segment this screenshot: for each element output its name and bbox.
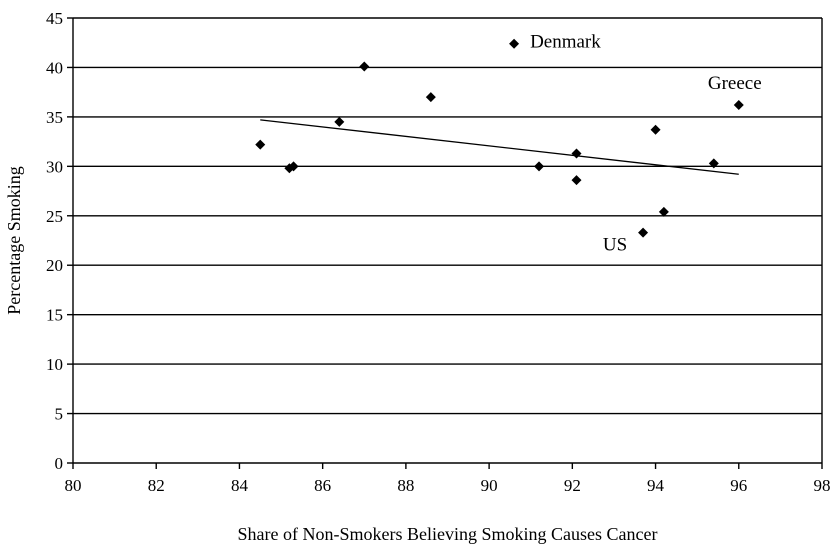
annotations: Denmark Greece US [530, 32, 762, 256]
x-tick-label: 88 [397, 476, 414, 495]
y-tick-label: 15 [46, 306, 63, 325]
data-point [359, 61, 370, 72]
y-tick-label: 5 [55, 405, 64, 424]
axes [67, 17, 823, 469]
y-axis-title: Percentage Smoking [4, 166, 24, 314]
x-tick-label: 84 [231, 476, 249, 495]
x-tick-label: 94 [647, 476, 665, 495]
y-tick-label: 35 [46, 108, 63, 127]
x-tick-label: 90 [481, 476, 498, 495]
data-point [255, 139, 266, 150]
annotation-label: US [603, 235, 627, 256]
data-point [658, 206, 669, 217]
y-tick-label: 45 [46, 9, 63, 28]
annotation-label: Greece [708, 73, 762, 94]
data-point [425, 92, 436, 103]
data-point [571, 175, 582, 186]
tick-labels: 0 5 10 15 20 25 30 35 40 45 80 82 84 86 88 90 92 94 96 98 [46, 9, 831, 495]
x-tick-label: 92 [564, 476, 581, 495]
data-point [638, 227, 649, 238]
y-tick-label: 30 [46, 157, 63, 176]
y-tick-label: 20 [46, 256, 63, 275]
x-tick-label: 80 [65, 476, 82, 495]
data-point [571, 148, 582, 159]
data-point [509, 38, 520, 49]
trendline [260, 119, 739, 175]
y-tick-label: 0 [55, 454, 64, 473]
data-points [255, 38, 744, 238]
x-tick-label: 82 [148, 476, 165, 495]
data-point [288, 161, 299, 172]
gridlines [73, 17, 822, 415]
x-axis-title: Share of Non-Smokers Believing Smoking C… [238, 524, 658, 544]
data-point [708, 158, 719, 169]
data-point [534, 161, 545, 172]
x-tick-label: 96 [730, 476, 747, 495]
y-tick-label: 40 [46, 58, 63, 77]
data-point [733, 100, 744, 111]
x-tick-label: 86 [314, 476, 331, 495]
x-tick-label: 98 [814, 476, 831, 495]
data-point [334, 116, 345, 127]
y-tick-label: 10 [46, 355, 63, 374]
annotation-label: Denmark [530, 32, 601, 53]
y-tick-label: 25 [46, 207, 63, 226]
data-point [650, 124, 661, 135]
trendline-group [260, 119, 739, 175]
